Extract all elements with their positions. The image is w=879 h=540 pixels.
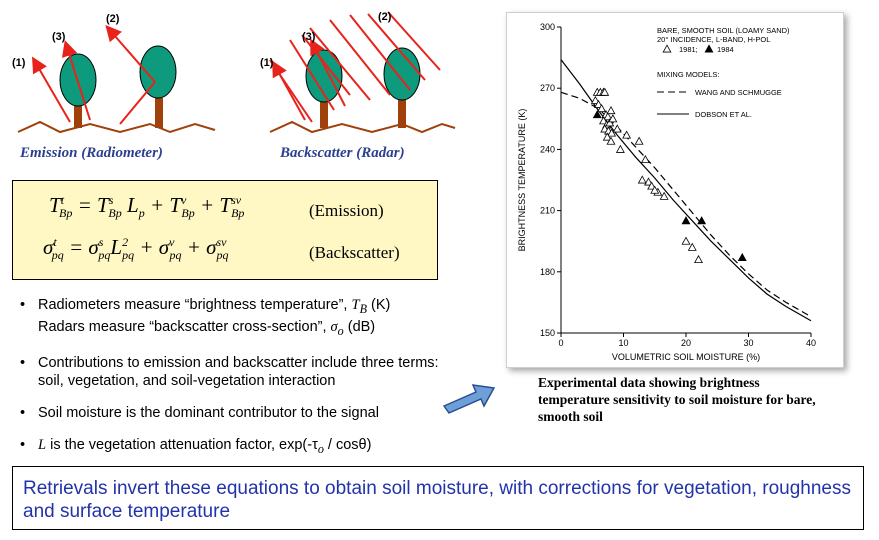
data-point-1981 (599, 116, 608, 125)
data-point-1984 (697, 216, 707, 225)
y-tick-label: 240 (540, 144, 555, 154)
equation-box: TtBp = TsBp Lp + TvBp + TsvBp (Emission)… (12, 180, 438, 280)
bullet-list: Radiometers measure “brightness temperat… (18, 296, 458, 472)
chart-caption: Experimental data showing brightness tem… (538, 375, 816, 424)
emission-tag: (Emission) (309, 201, 384, 220)
legend-marker-filled (704, 44, 714, 53)
data-point-1981 (612, 124, 622, 133)
data-point-1981 (615, 144, 625, 153)
data-point-1981 (647, 181, 657, 190)
ray-3 (61, 40, 91, 121)
ray-label-2: (2) (106, 13, 120, 25)
data-point-1981 (637, 175, 647, 184)
backscatter-equation: σtpq = σspqL2pq + σvpq + σsvpq (43, 235, 229, 263)
x-tick-label: 20 (681, 338, 691, 348)
legend-title-line: BARE, SMOOTH SOIL (LOAMY SAND) (657, 26, 790, 35)
backscatter-tag: (Backscatter) (309, 243, 400, 262)
data-point-1981 (597, 103, 607, 113)
conclusion-banner: Retrievals invert these equations to obt… (12, 466, 864, 530)
emission-label: Emission (Radiometer) (20, 145, 163, 161)
x-tick-label: 40 (806, 338, 816, 348)
y-tick-label: 150 (540, 328, 555, 338)
y-tick-label: 300 (540, 22, 555, 32)
data-point-1981 (594, 99, 603, 108)
data-point-1981 (602, 132, 612, 141)
legend-marker-open (662, 44, 672, 53)
legend-line-label: WANG AND SCHMUGGE (695, 88, 782, 97)
data-point-1981 (694, 254, 703, 263)
ray-label-1: (1) (12, 57, 26, 69)
mixing-models-title: MIXING MODELS: (657, 70, 720, 79)
tree-canopy (139, 45, 177, 99)
y-tick-label: 180 (540, 267, 555, 277)
bullet-measurements: Radiometers measure “brightness temperat… (18, 296, 458, 340)
data-point-1981 (607, 128, 617, 137)
curve-wang-and-schmugge (560, 91, 812, 318)
data-point-1984 (592, 110, 602, 119)
data-point-1984 (737, 252, 747, 261)
ray-1 (31, 56, 71, 123)
curve-dobson-et-al- (560, 59, 812, 322)
legend-title-line: 20° INCIDENCE, L-BAND, H-POL (657, 35, 770, 44)
y-axis-label: BRIGHTNESS TEMPERATURE (K) (517, 109, 527, 252)
ray-label-3: (3) (302, 31, 316, 43)
data-point-1981 (605, 118, 615, 127)
ray-3 (310, 38, 346, 107)
data-point-1981 (634, 136, 644, 145)
bullet-contributions: Contributions to emission and backscatte… (18, 354, 458, 390)
ray-label-1: (1) (260, 57, 274, 69)
data-point-1981 (622, 130, 632, 139)
pointer-arrow-icon (442, 384, 496, 414)
data-point-1981 (650, 185, 660, 194)
ground-line (269, 120, 456, 134)
legend-line-label: DOBSON ET AL. (695, 110, 752, 119)
tree-trunk (398, 98, 406, 128)
data-point-1981 (606, 106, 616, 115)
data-point-1981 (606, 136, 616, 145)
ray-1 (272, 60, 306, 121)
ray-2b (105, 24, 156, 83)
legend-marker-label: 1981; (679, 45, 698, 54)
ray-label-3: (3) (52, 31, 66, 43)
data-point-1981 (659, 191, 669, 200)
data-point-1981 (687, 242, 697, 251)
tree-trunk (155, 98, 163, 128)
data-point-1981 (640, 154, 650, 164)
y-tick-label: 210 (540, 206, 555, 216)
x-axis-label: VOLUMETRIC SOIL MOISTURE (%) (612, 352, 760, 362)
ground-line (17, 120, 216, 134)
tree-trunk (74, 104, 82, 128)
x-tick-label: 0 (558, 338, 563, 348)
legend-marker-label: 1984 (717, 45, 734, 54)
tree-canopy (383, 47, 421, 101)
data-point-1984 (681, 216, 691, 225)
backscatter-label: Backscatter (Radar) (280, 145, 405, 161)
bullet-soil-moisture: Soil moisture is the dominant contributo… (18, 404, 458, 422)
data-point-1981 (608, 114, 618, 123)
ray-label-2: (2) (378, 11, 392, 23)
data-point-1981 (603, 112, 613, 121)
data-point-1981 (681, 236, 691, 245)
x-tick-label: 30 (743, 338, 753, 348)
data-point-1981 (600, 87, 610, 96)
ray-2a (119, 81, 156, 125)
tree-trunk (320, 100, 328, 128)
brightness-temperature-chart: 150 180 210 240 270 300 0 10 20 30 40 VOLUMETRIC SO… (517, 22, 816, 362)
emission-equation: TtBp = TsBp Lp + TvBp + TsvBp (49, 193, 245, 221)
chart-panel: 150 180 210 240 270 300 0 10 20 30 40 VOLUMETRIC SO… (506, 12, 844, 368)
x-tick-label: 10 (618, 338, 628, 348)
data-point-1981 (590, 95, 600, 104)
backscatter-diagram: (1) (3) (2) (260, 11, 456, 134)
y-tick-label: 270 (540, 83, 555, 93)
emission-diagram: (1) (3) (2) (12, 13, 216, 134)
bullet-attenuation: L is the vegetation attenuation factor, … (18, 436, 458, 458)
